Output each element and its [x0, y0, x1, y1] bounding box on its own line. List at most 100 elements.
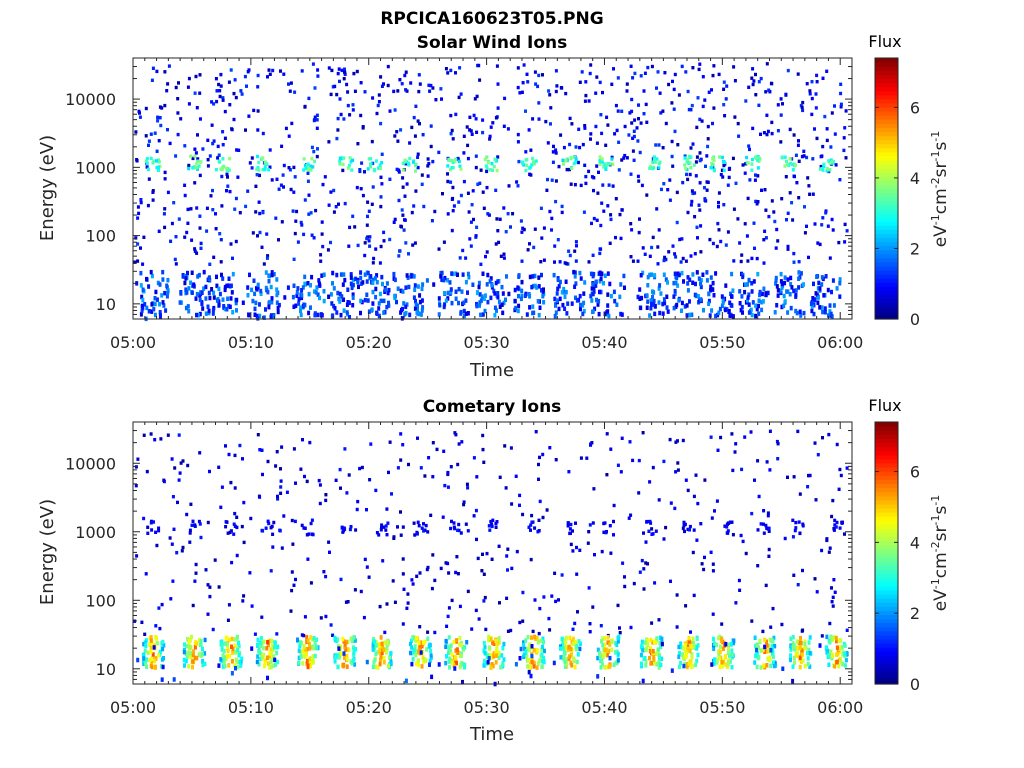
heatmap-cell: [456, 157, 460, 162]
heatmap-cell: [717, 649, 721, 654]
heatmap-cell: [520, 293, 524, 299]
heatmap-cell: [252, 278, 256, 283]
heatmap-cell: [390, 492, 393, 496]
heatmap-cell: [275, 650, 279, 656]
heatmap-cell: [470, 132, 474, 136]
heatmap-cell: [542, 655, 546, 661]
heatmap-cell: [233, 486, 237, 490]
heatmap-cell: [472, 456, 476, 460]
heatmap-cell: [214, 227, 218, 231]
heatmap-cell: [713, 657, 716, 662]
heatmap-cell: [516, 85, 520, 90]
heatmap-cell: [776, 103, 780, 107]
heatmap-cell: [241, 300, 245, 305]
heatmap-cell: [756, 200, 760, 204]
heatmap-cell: [789, 657, 792, 663]
heatmap-cell: [160, 677, 164, 682]
heatmap-cell: [830, 586, 833, 590]
heatmap-cell: [185, 512, 189, 517]
heatmap-cell: [662, 258, 666, 263]
heatmap-cell: [673, 506, 677, 511]
heatmap-cell: [396, 286, 400, 291]
heatmap-cell: [537, 518, 541, 522]
heatmap-cell: [454, 157, 458, 161]
heatmap-cell: [769, 663, 773, 669]
colorbar-step: [875, 229, 898, 234]
heatmap-cell: [399, 458, 403, 462]
heatmap-cell: [703, 555, 706, 560]
heatmap-cell: [262, 639, 266, 645]
colorbar-step: [875, 233, 898, 239]
heatmap-cell: [190, 634, 193, 640]
heatmap-cell: [397, 168, 401, 172]
heatmap-cell: [695, 636, 699, 641]
heatmap-cell: [502, 657, 506, 662]
heatmap-cell: [487, 634, 491, 640]
heatmap-cell: [217, 663, 221, 668]
heatmap-cell: [149, 432, 153, 436]
heatmap-cell: [676, 283, 680, 288]
heatmap-cell: [232, 532, 236, 536]
heatmap-cell: [399, 128, 403, 132]
heatmap-cell: [757, 156, 761, 160]
heatmap-cell: [638, 150, 642, 155]
heatmap-cell: [831, 498, 835, 503]
heatmap-cell: [290, 588, 294, 593]
heatmap-cell: [631, 149, 635, 153]
heatmap-cell: [221, 98, 225, 102]
heatmap-cell: [195, 312, 198, 318]
heatmap-cell: [516, 66, 520, 70]
heatmap-cell: [310, 274, 314, 280]
heatmap-cell: [176, 111, 180, 115]
heatmap-cell: [757, 103, 761, 107]
heatmap-cell: [676, 439, 679, 443]
heatmap-cell: [699, 297, 703, 302]
heatmap-cell: [316, 74, 320, 78]
heatmap-cell: [149, 156, 153, 161]
heatmap-cell: [689, 166, 693, 170]
heatmap-cell: [396, 466, 400, 470]
heatmap-cell: [815, 80, 819, 84]
heatmap-cell: [718, 664, 722, 670]
heatmap-cell: [843, 240, 847, 244]
heatmap-cell: [839, 660, 843, 665]
heatmap-cell: [393, 600, 397, 604]
heatmap-cell: [771, 646, 774, 652]
heatmap-cell: [635, 126, 639, 130]
heatmap-cell: [346, 600, 350, 604]
heatmap-cell: [236, 175, 240, 179]
heatmap-cell: [346, 90, 350, 94]
heatmap-cell: [600, 271, 604, 277]
heatmap-cell: [712, 636, 715, 642]
heatmap-cell: [604, 164, 608, 169]
heatmap-cell: [657, 286, 661, 291]
heatmap-cell: [830, 652, 834, 658]
heatmap-cell: [564, 635, 568, 641]
heatmap-cell: [689, 146, 693, 150]
heatmap-cell: [673, 271, 677, 276]
heatmap-cell: [484, 164, 488, 168]
heatmap-cell: [642, 567, 646, 571]
heatmap-cell: [525, 654, 529, 660]
heatmap-cell: [590, 298, 594, 303]
heatmap-cell: [843, 532, 846, 536]
heatmap-cell: [761, 629, 765, 634]
heatmap-cell: [225, 172, 229, 176]
heatmap-cell: [439, 87, 443, 91]
colorbar-step: [875, 516, 898, 521]
heatmap-cell: [660, 656, 664, 662]
heatmap-cell: [723, 524, 727, 528]
heatmap-cell: [783, 275, 787, 280]
colorbar-step: [875, 593, 898, 599]
heatmap-cell: [421, 655, 425, 660]
heatmap-cell: [721, 297, 725, 302]
heatmap-cell: [211, 311, 215, 316]
heatmap-cell: [336, 128, 340, 132]
heatmap-cell: [149, 645, 153, 650]
heatmap-cell: [821, 309, 825, 315]
heatmap-cell: [810, 96, 814, 101]
heatmap-cell: [264, 161, 268, 166]
heatmap-cell: [354, 528, 358, 532]
heatmap-cell: [570, 122, 574, 126]
heatmap-cell: [379, 204, 383, 209]
